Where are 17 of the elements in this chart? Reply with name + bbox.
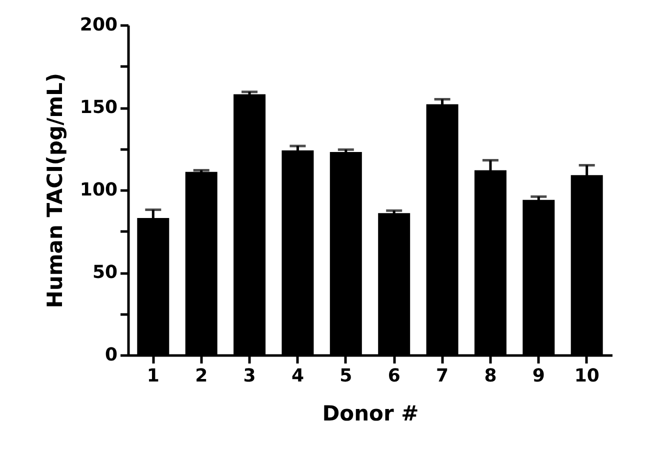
- y-tick-label: 100: [80, 180, 118, 200]
- x-tick-label: 10: [574, 366, 600, 386]
- x-tick-label: 5: [340, 366, 352, 386]
- x-tick-label: 7: [436, 366, 449, 386]
- x-tick-label: 3: [243, 366, 256, 386]
- x-tick-label: 6: [388, 366, 400, 386]
- x-tick-label: 1: [146, 366, 160, 386]
- x-tick-label: 9: [532, 366, 545, 386]
- y-tick-label: 50: [92, 262, 118, 283]
- y-axis-title: Human TACI(pg/mL): [42, 72, 67, 308]
- x-tick-label: 2: [195, 366, 208, 386]
- y-tick-label: 0: [104, 344, 118, 366]
- y-tick-label: 150: [80, 97, 118, 118]
- y-tick-label: 200: [80, 14, 118, 36]
- x-tick-label: 8: [484, 366, 497, 386]
- x-axis-title: Donor #: [322, 402, 419, 426]
- x-tick-label: 4: [291, 366, 304, 386]
